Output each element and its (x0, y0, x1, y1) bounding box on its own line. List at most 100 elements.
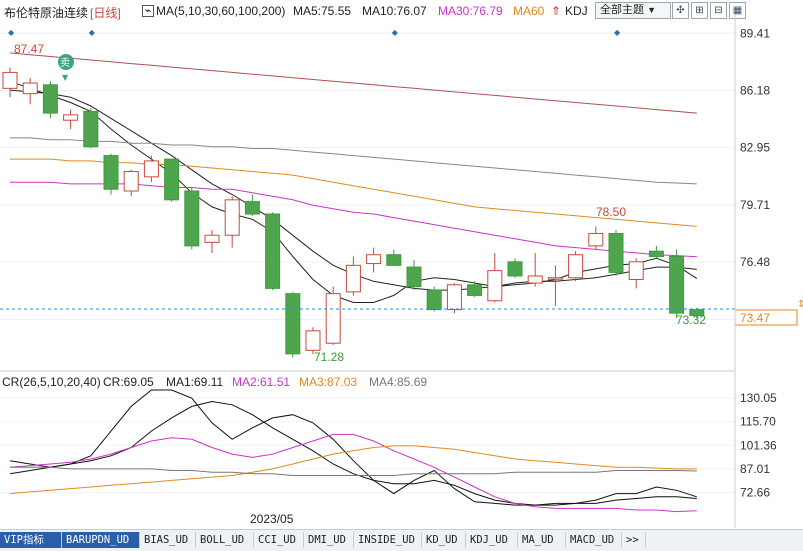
candle-down (426, 289, 442, 311)
ma-indicator-name: MA(5,10,30,60,100,200) (156, 4, 286, 18)
price-scroll-icon[interactable]: ⇕ (797, 299, 803, 310)
candle-down (184, 190, 200, 247)
layout-icon[interactable]: ▦ (729, 2, 746, 19)
current-price-label: 73.47 (740, 311, 770, 325)
sell-signal-badge[interactable] (58, 54, 74, 70)
cr-tick-label: 130.05 (740, 391, 777, 405)
cr-tick-label: 101.36 (740, 438, 777, 452)
candle-up (123, 171, 139, 192)
high-label-2: 78.50 (596, 205, 626, 219)
indicator-tab[interactable]: BIAS_UD (140, 532, 196, 548)
period-label[interactable]: [日线] (90, 6, 121, 20)
indicator-tab[interactable]: MA_UD (518, 532, 566, 548)
event-dot-icon: ◆ (614, 28, 621, 37)
chevron-down-icon: ▼ (647, 5, 656, 15)
date-label: 2023/05 (250, 512, 294, 526)
ma60-value: MA60 (513, 4, 545, 18)
ma10-value: MA10:76.07 (362, 4, 427, 18)
theme-select-label: 全部主题 (600, 4, 644, 16)
candle-up (63, 114, 79, 121)
indicator-tab[interactable]: CCI_UD (254, 532, 304, 548)
cr-line-ma1 (9, 400, 697, 506)
ma5-value: MA5:75.55 (293, 4, 352, 18)
instrument-title: 布伦特原油连续 (4, 6, 89, 20)
cr-tick-label: 72.66 (740, 485, 770, 499)
cr-header-bar: CR(26,5,10,20,40) CR:69.05 MA1:69.11 MA2… (0, 374, 803, 390)
candle-down (265, 213, 281, 289)
price-tick-label: 82.95 (740, 141, 770, 155)
candle-down (608, 232, 624, 273)
candle-down (406, 266, 422, 288)
cr-tick-label: 87.01 (740, 462, 770, 476)
candle-down (669, 255, 685, 314)
candle-up (588, 232, 604, 247)
candle-up (2, 71, 18, 89)
indicator-tab[interactable]: MACD_UD (566, 532, 622, 548)
price-tick-label: 89.41 (740, 26, 770, 40)
indicator-toggle-icon[interactable]: ⌁ (142, 5, 154, 17)
candle-down (103, 155, 119, 190)
expand-icon[interactable]: ✣ (672, 2, 689, 19)
cr-indicator-name: CR(26,5,10,20,40) (2, 375, 101, 389)
candle-down (164, 158, 180, 201)
theme-select[interactable]: 全部主题 ▼ (595, 2, 671, 19)
candle-down (467, 284, 483, 296)
candle-up (446, 284, 462, 311)
cr-line-cr (9, 389, 697, 506)
ma-line-ma60 (10, 158, 697, 227)
cr-line-ma2 (9, 433, 697, 513)
settings-icon[interactable]: ⊟ (710, 2, 727, 19)
kdj-label[interactable]: KDJ (565, 4, 588, 18)
cr-ma1-value: MA1:69.11 (166, 375, 224, 389)
indicator-tab[interactable]: INSIDE_UD (354, 532, 422, 548)
fit-icon[interactable]: ⊞ (691, 2, 708, 19)
sell-signal-label: 卖 (60, 57, 70, 69)
low-label-2: 73.32 (676, 313, 706, 327)
candle-down (648, 250, 664, 257)
chart-header-bar: 布伦特原油连续 [日线] ⌁ MA(5,10,30,60,100,200) MA… (0, 0, 803, 22)
indicator-tab[interactable]: BARUPDN_UD (62, 532, 140, 548)
candle-down (83, 110, 99, 148)
price-tick-label: 79.71 (740, 198, 770, 212)
price-tick-label: 76.48 (740, 255, 770, 269)
indicator-tab[interactable]: KDJ_UD (466, 532, 518, 548)
indicator-tabs: VIP指标 BARUPDN_UD BIAS_UD BOLL_UD CCI_UD DMI_U… (0, 529, 803, 551)
candle-up (325, 293, 341, 344)
cr-line-ma4 (10, 466, 697, 476)
indicator-tab[interactable]: BOLL_UD (196, 532, 254, 548)
candle-up (22, 82, 38, 95)
candle-up (224, 199, 240, 236)
event-dot-icon: ◆ (8, 28, 15, 37)
event-dot-icon: ◆ (392, 28, 399, 37)
candle-up (628, 261, 644, 280)
cr-ma2-value: MA2:61.51 (232, 375, 291, 389)
indicator-tab[interactable]: DMI_UD (304, 532, 354, 548)
candle-up (366, 254, 382, 265)
candle-up (527, 275, 543, 284)
cr-tick-label: 115.70 (740, 415, 776, 429)
candlesticks (2, 67, 705, 358)
candle-up (204, 234, 220, 243)
candle-up (547, 277, 563, 280)
candle-up (345, 264, 361, 293)
indicator-tab[interactable]: >> (622, 532, 646, 548)
ma-line-ma100 (10, 137, 697, 185)
cr-indicator-lines (9, 389, 697, 513)
candle-down (689, 309, 705, 316)
indicator-tab[interactable]: VIP指标 (0, 532, 62, 548)
candle-down (42, 84, 58, 114)
candle-up (143, 160, 159, 178)
candle-up (487, 270, 503, 302)
arrow-up-icon: ⇑ (551, 4, 562, 18)
indicator-tab[interactable]: KD_UD (422, 532, 466, 548)
ma30-value: MA30:76.79 (438, 4, 503, 18)
candle-up (568, 254, 584, 279)
candle-down (386, 254, 402, 266)
candle-down (507, 261, 523, 277)
low-label-1: 71.28 (314, 350, 344, 364)
cr-line-ma3 (9, 445, 697, 495)
ma-line-ma200 (9, 52, 697, 114)
grid-lines (0, 32, 735, 493)
cr-ma4-value: MA4:85.69 (369, 375, 428, 389)
